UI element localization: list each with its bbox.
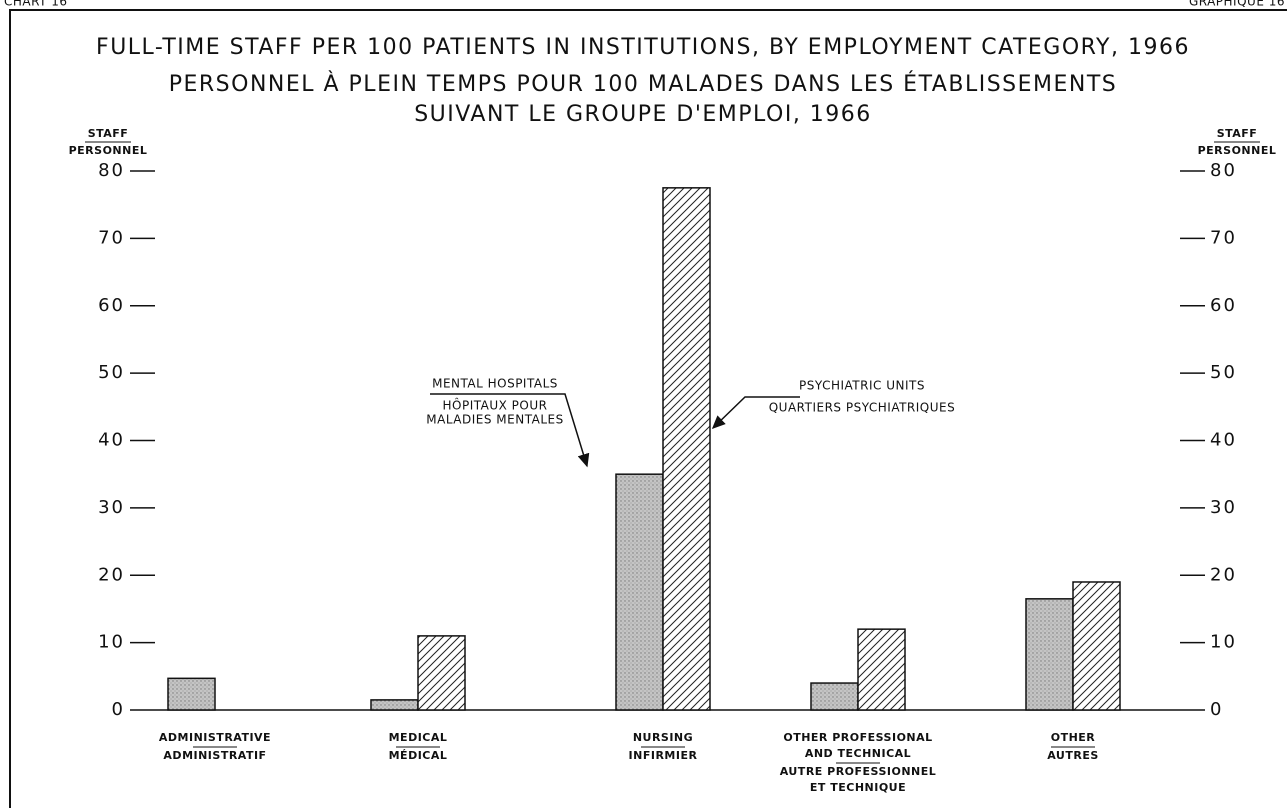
x-tick-label: NURSING (633, 731, 693, 744)
legend-label: MENTAL HOSPITALS (432, 377, 558, 391)
legend-label: QUARTIERS PSYCHIATRIQUES (769, 401, 956, 415)
annotation-arrow (430, 393, 590, 468)
x-tick-label: INFIRMIER (629, 749, 698, 762)
y-tick-label: 80 (98, 160, 125, 181)
y-tick-label: 50 (98, 362, 125, 383)
x-tick-label: ADMINISTRATIVE (159, 731, 271, 744)
x-tick-label: OTHER (1051, 731, 1096, 744)
bar (662, 187, 711, 711)
y2-tick-label: 30 (1210, 497, 1237, 518)
bar (370, 699, 419, 711)
bar (1072, 581, 1121, 711)
x-tick-label: AUTRES (1047, 749, 1099, 762)
y-tick-label: 0 (112, 699, 125, 720)
y2-tick-label: 20 (1210, 564, 1237, 585)
x-tick-label: AND TECHNICAL (805, 747, 911, 760)
bar (417, 635, 466, 711)
y-tick-label: 10 (98, 632, 125, 653)
bar (167, 677, 216, 711)
legend-label: MALADIES MENTALES (426, 413, 563, 427)
corner-label: CHART 16 (4, 0, 68, 9)
y-tick-label: 60 (98, 295, 125, 316)
y-tick-label: 70 (98, 227, 125, 248)
y-tick-label: 40 (98, 430, 125, 451)
chart-title: FULL-TIME STAFF PER 100 PATIENTS IN INST… (96, 35, 1190, 60)
x-tick-label: MEDICAL (389, 731, 448, 744)
corner-label: GRAPHIQUE 16 (1189, 0, 1285, 9)
y-tick-label: 20 (98, 564, 125, 585)
chart-title: SUIVANT LE GROUPE D'EMPLOI, 1966 (414, 102, 872, 127)
chart-title: PERSONNEL À PLEIN TEMPS POUR 100 MALADES… (169, 71, 1118, 97)
x-tick-label: MÉDICAL (389, 749, 448, 762)
y-tick-label: 30 (98, 497, 125, 518)
y2-axis-label: STAFF (1217, 127, 1258, 140)
y2-tick-label: 80 (1210, 160, 1237, 181)
bar (1025, 598, 1074, 711)
y-axis-label: PERSONNEL (69, 144, 148, 157)
y2-tick-label: 70 (1210, 227, 1237, 248)
x-tick-label: ADMINISTRATIF (163, 749, 266, 762)
y2-tick-label: 40 (1210, 430, 1237, 451)
annotation-arrow (711, 396, 800, 430)
bar (857, 628, 906, 711)
y2-tick-label: 60 (1210, 295, 1237, 316)
y2-tick-label: 50 (1210, 362, 1237, 383)
y2-tick-label: 0 (1210, 699, 1223, 720)
frame (9, 9, 1287, 808)
legend-label: HÔPITAUX POUR (443, 398, 548, 413)
x-tick-label: ET TECHNIQUE (810, 781, 906, 794)
bar (615, 473, 664, 711)
legend-label: PSYCHIATRIC UNITS (799, 379, 925, 393)
x-tick-label: OTHER PROFESSIONAL (783, 731, 932, 744)
x-tick-label: AUTRE PROFESSIONNEL (780, 765, 937, 778)
y2-tick-label: 10 (1210, 632, 1237, 653)
y2-axis-label: PERSONNEL (1198, 144, 1277, 157)
y-axis-label: STAFF (88, 127, 129, 140)
bar (810, 682, 859, 711)
